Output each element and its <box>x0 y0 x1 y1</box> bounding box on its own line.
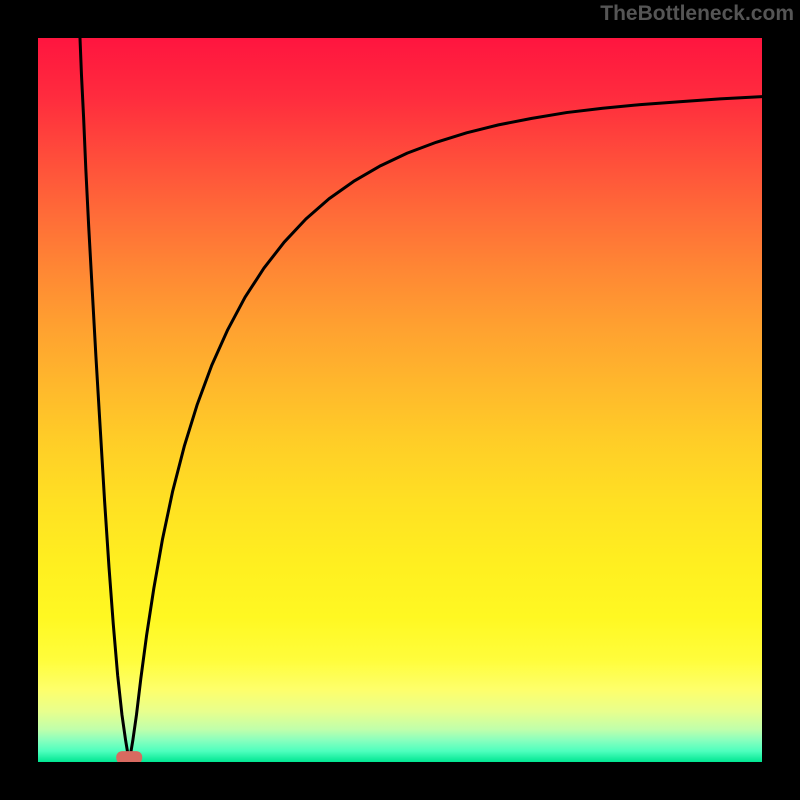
watermark-text: TheBottleneck.com <box>600 2 794 26</box>
bottleneck-curve <box>38 38 762 762</box>
optimal-marker <box>116 751 142 762</box>
bottleneck-curve-path <box>80 38 762 759</box>
chart-container: TheBottleneck.com <box>0 0 800 800</box>
plot-area <box>38 38 762 762</box>
